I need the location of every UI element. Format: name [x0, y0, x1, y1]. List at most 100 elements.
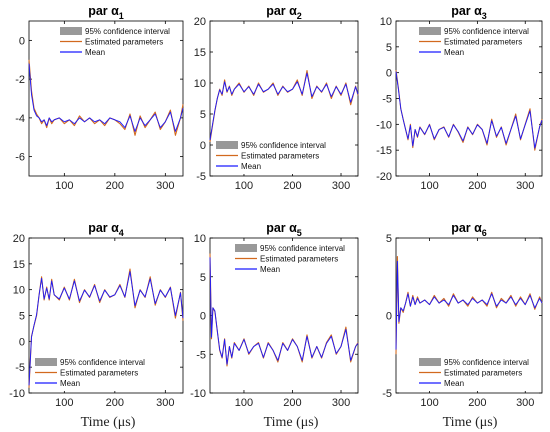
y-tick-label-4-0: 0 [19, 336, 25, 348]
y-tick-label-1-0: 0 [19, 35, 25, 47]
legend-mean-label-4: Mean [60, 379, 80, 388]
x-tick-label-2-200: 200 [283, 180, 301, 192]
y-tick-label-5-5: 5 [200, 272, 206, 284]
legend-4: 95% confidence interval Estimated paramet… [32, 355, 154, 391]
y-tick-label-4-10: 10 [13, 285, 25, 297]
panel-title-4: par α4 [88, 221, 124, 238]
x-tick-label-4-300: 300 [156, 397, 174, 409]
legend-estimated-label-5: Estimated parameters [260, 255, 338, 264]
y-tick-label-2-0: 0 [200, 140, 206, 152]
x-tick-label-1-300: 300 [156, 180, 174, 192]
x-axis-label-1: Time (μs) [81, 415, 136, 430]
x-tick-label-1-200: 200 [106, 180, 124, 192]
y-tick-label-6-0: 0 [386, 311, 392, 323]
y-tick-label-3--15: -15 [376, 145, 392, 157]
x-tick-label-1-100: 100 [55, 180, 73, 192]
y-tick-label-3--20: -20 [376, 171, 392, 183]
legend-1: 95% confidence interval Estimated paramet… [57, 24, 179, 60]
estimated-line-2 [209, 70, 359, 142]
y-tick-label-1--6: -6 [15, 152, 25, 164]
legend-mean-label-5: Mean [260, 265, 280, 274]
legend-ci-swatch-1 [60, 27, 82, 35]
legend-ci-label-4: 95% confidence interval [60, 358, 145, 367]
y-tick-label-2-20: 20 [194, 16, 206, 28]
y-tick-label-3-0: 0 [386, 68, 392, 80]
panel-title-3: par α3 [451, 4, 487, 21]
x-tick-label-3-300: 300 [516, 180, 534, 192]
y-tick-label-4-5: 5 [19, 311, 25, 323]
legend-ci-swatch-6 [419, 358, 441, 366]
legend-mean-label-3: Mean [444, 48, 464, 57]
x-tick-label-4-100: 100 [55, 397, 73, 409]
legend-estimated-label-2: Estimated parameters [241, 152, 319, 161]
legend-estimated-label-1: Estimated parameters [85, 38, 163, 47]
x-tick-label-2-100: 100 [235, 180, 253, 192]
legend-2: 95% confidence interval Estimated paramet… [213, 138, 335, 174]
y-tick-label-4-15: 15 [13, 259, 25, 271]
legend-ci-swatch-5 [235, 244, 257, 252]
y-tick-label-5-10: 10 [194, 233, 206, 245]
legend-ci-label-6: 95% confidence interval [444, 358, 529, 367]
legend-ci-label-3: 95% confidence interval [444, 27, 529, 36]
y-tick-label-3--5: -5 [382, 94, 392, 106]
mean-line-6 [395, 260, 543, 350]
x-tick-label-5-100: 100 [235, 397, 253, 409]
panel-3: par α3 100 200 300 -20 -15 -10 -5 0 5 10 95% confid… [376, 4, 543, 192]
x-tick-label-3-200: 200 [468, 180, 486, 192]
mean-line-3 [395, 71, 543, 149]
panel-title-1: par α1 [88, 4, 124, 21]
y-tick-label-6--5: -5 [382, 388, 392, 400]
y-tick-label-2-15: 15 [194, 47, 206, 59]
y-tick-label-3-5: 5 [386, 42, 392, 54]
legend-6: 95% confidence interval Estimated paramet… [416, 355, 538, 391]
legend-ci-label-5: 95% confidence interval [260, 244, 345, 253]
y-tick-label-3-10: 10 [380, 16, 392, 28]
estimated-line-6 [395, 256, 543, 355]
y-tick-label-5-0: 0 [200, 311, 206, 323]
legend-estimated-label-3: Estimated parameters [444, 38, 522, 47]
legend-mean-label-1: Mean [85, 48, 105, 57]
x-axis-label-2: Time (μs) [264, 415, 319, 430]
estimated-line-1 [28, 59, 184, 136]
legend-ci-swatch-3 [419, 27, 441, 35]
mean-line-1 [28, 63, 184, 132]
mean-line-2 [209, 72, 359, 141]
y-tick-label-5--5: -5 [196, 349, 206, 361]
legend-ci-swatch-2 [216, 141, 238, 149]
legend-ci-swatch-4 [35, 358, 57, 366]
y-tick-label-1--4: -4 [15, 113, 25, 125]
y-tick-label-4--5: -5 [15, 362, 25, 374]
y-tick-label-3--10: -10 [376, 119, 392, 131]
mean-line-4 [28, 271, 184, 386]
y-tick-label-2-5: 5 [200, 109, 206, 121]
legend-ci-label-2: 95% confidence interval [241, 141, 326, 150]
y-tick-label-1--2: -2 [15, 74, 25, 86]
legend-5: 95% confidence interval Estimated paramet… [232, 241, 354, 277]
panel-1: par α1 100 200 300 -6 -4 -2 0 95% confidence int… [15, 4, 184, 192]
legend-estimated-label-6: Estimated parameters [444, 369, 522, 378]
mean-line-5 [209, 257, 359, 365]
y-tick-label-4--10: -10 [9, 388, 25, 400]
legend-mean-label-6: Mean [444, 379, 464, 388]
panel-6: par α6 100 200 300 -5 0 5 95% confidence interv… [382, 221, 543, 409]
panel-5: par α5 100 200 300 -10 -5 0 5 10 95% confidence i… [190, 221, 359, 409]
y-tick-label-2-10: 10 [194, 78, 206, 90]
y-tick-label-4-20: 20 [13, 233, 25, 245]
legend-3: 95% confidence interval Estimated paramet… [416, 24, 538, 60]
legend-estimated-label-4: Estimated parameters [60, 369, 138, 378]
x-tick-label-6-300: 300 [516, 397, 534, 409]
x-axis-label-3: Time (μs) [443, 415, 498, 430]
x-tick-label-5-200: 200 [283, 397, 301, 409]
x-tick-label-2-300: 300 [332, 180, 350, 192]
legend-ci-label-1: 95% confidence interval [85, 27, 170, 36]
axes-box-2 [209, 20, 359, 177]
x-tick-label-3-100: 100 [420, 180, 438, 192]
panel-4: par α4 100 200 300 -10 -5 0 5 10 15 20 95% confiden… [9, 221, 184, 409]
x-tick-label-4-200: 200 [106, 397, 124, 409]
y-tick-label-2--5: -5 [196, 171, 206, 183]
y-tick-label-5--10: -10 [190, 388, 206, 400]
y-tick-label-6-5: 5 [386, 233, 392, 245]
estimated-line-4 [28, 268, 184, 388]
panel-2: par α2 100 200 300 -5 0 5 10 15 20 95% confidence … [194, 4, 359, 192]
